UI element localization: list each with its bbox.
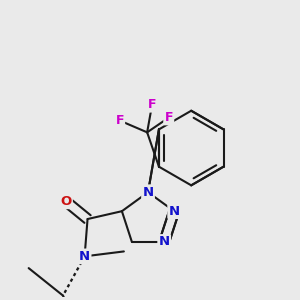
Text: N: N: [142, 186, 154, 199]
Text: F: F: [116, 114, 124, 127]
Text: N: N: [169, 205, 180, 218]
Text: F: F: [164, 111, 173, 124]
Text: O: O: [60, 195, 72, 208]
Text: F: F: [148, 98, 156, 111]
Text: N: N: [79, 250, 90, 263]
Text: N: N: [159, 236, 170, 248]
